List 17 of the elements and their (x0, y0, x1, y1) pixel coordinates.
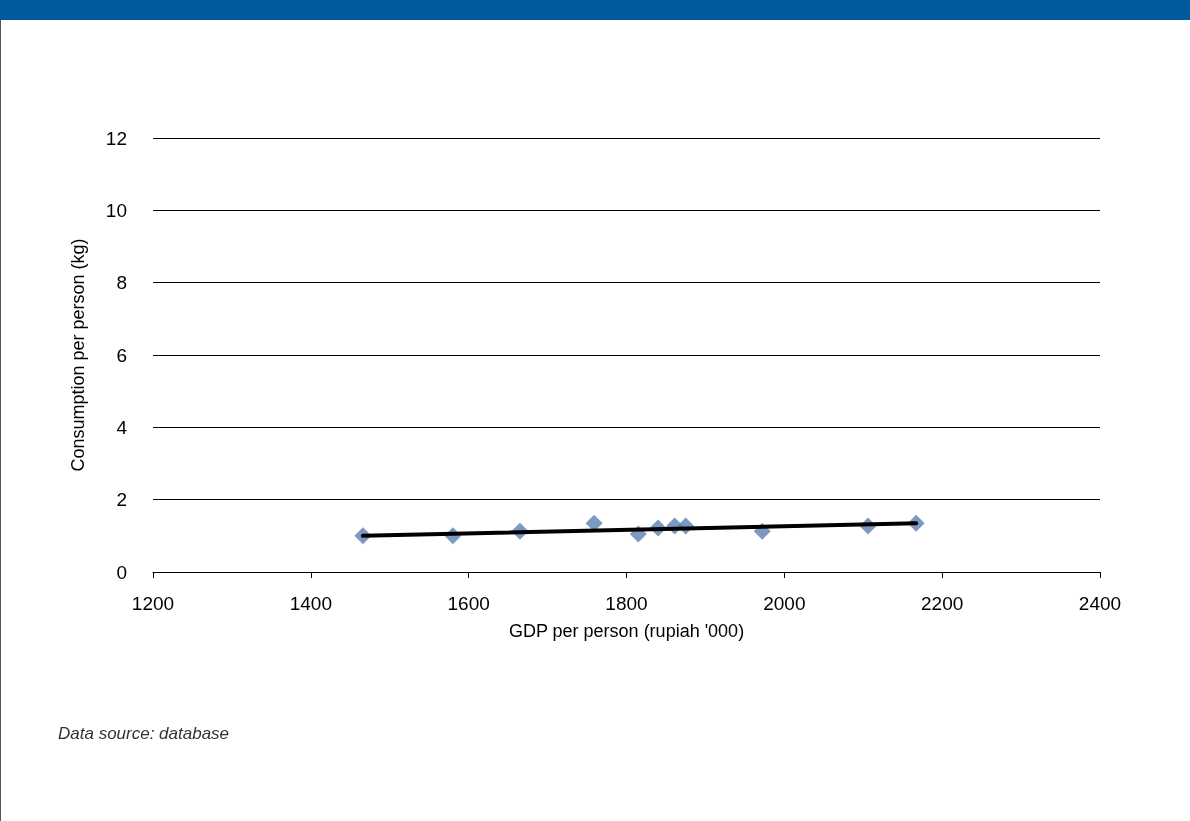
y-tick-label: 0 (116, 561, 127, 583)
source-note: Data source: database (58, 724, 230, 743)
y-tick-label: 4 (116, 416, 128, 438)
x-tick-label: 1400 (289, 593, 332, 614)
x-axis-title: GDP per person (rupiah '000) (508, 621, 745, 641)
y-tick-label: 8 (116, 272, 127, 294)
x-tick-label: 2400 (1078, 593, 1122, 614)
x-tick-label: 2000 (763, 593, 806, 614)
y-tick-label: 10 (105, 199, 127, 221)
y-tick-label: 2 (116, 489, 127, 511)
x-tick-label: 2200 (921, 593, 964, 614)
y-axis-title: Consumption per person (kg) (68, 238, 88, 472)
x-tick-label: 1200 (131, 593, 175, 614)
y-tick-label: 12 (105, 127, 127, 149)
x-tick-label: 1800 (605, 593, 648, 614)
y-tick-label: 6 (116, 344, 127, 366)
x-tick-label: 1600 (447, 593, 490, 614)
